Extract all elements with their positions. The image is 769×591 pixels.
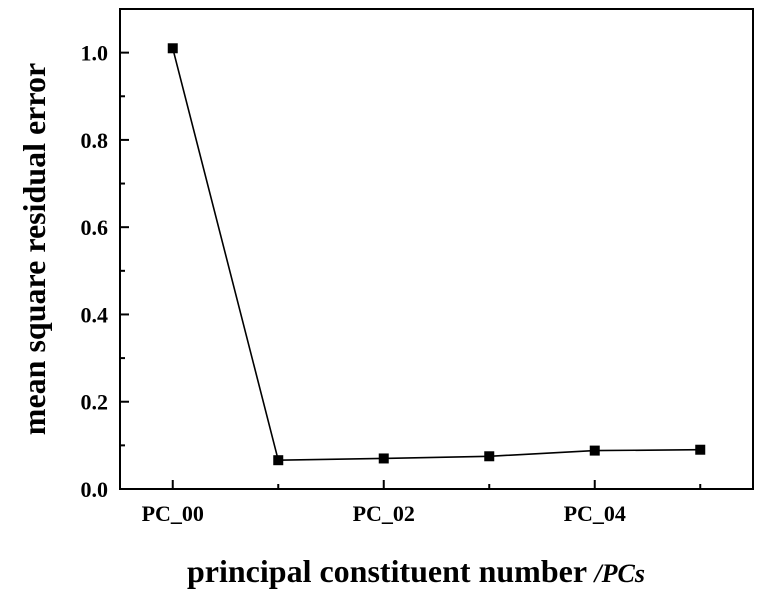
y-tick-label: 0.4 [81, 302, 109, 327]
x-axis-title: principal constituent number /PCs [187, 553, 645, 589]
chart-marks [167, 43, 706, 466]
data-point [589, 445, 600, 456]
y-tick-label: 0.2 [81, 390, 109, 415]
plot-frame [119, 8, 754, 490]
y-tick-label: 0.8 [81, 128, 109, 153]
x-tick-label: PC_00 [142, 501, 204, 526]
y-axis-title: mean square residual error [16, 63, 52, 435]
x-axis-title-slash: / [592, 559, 604, 588]
axis-ticks: 0.0 0.2 0.4 0.6 0.8 1.0 PC_00 PC_02 PC_04 [81, 41, 702, 526]
y-tick-label: 0.0 [81, 477, 109, 502]
x-tick-label: PC_04 [564, 501, 626, 526]
data-point [378, 453, 389, 464]
x-axis-title-main: principal constituent number [187, 553, 594, 589]
y-tick-label: 0.6 [81, 215, 109, 240]
x-tick-label: PC_02 [353, 501, 415, 526]
data-point [167, 43, 178, 54]
series-line [171, 48, 701, 462]
data-point [273, 455, 284, 466]
data-point [695, 444, 706, 455]
data-point [484, 451, 495, 462]
x-axis-title-unit: PCs [601, 559, 645, 588]
y-tick-label: 1.0 [81, 41, 109, 66]
